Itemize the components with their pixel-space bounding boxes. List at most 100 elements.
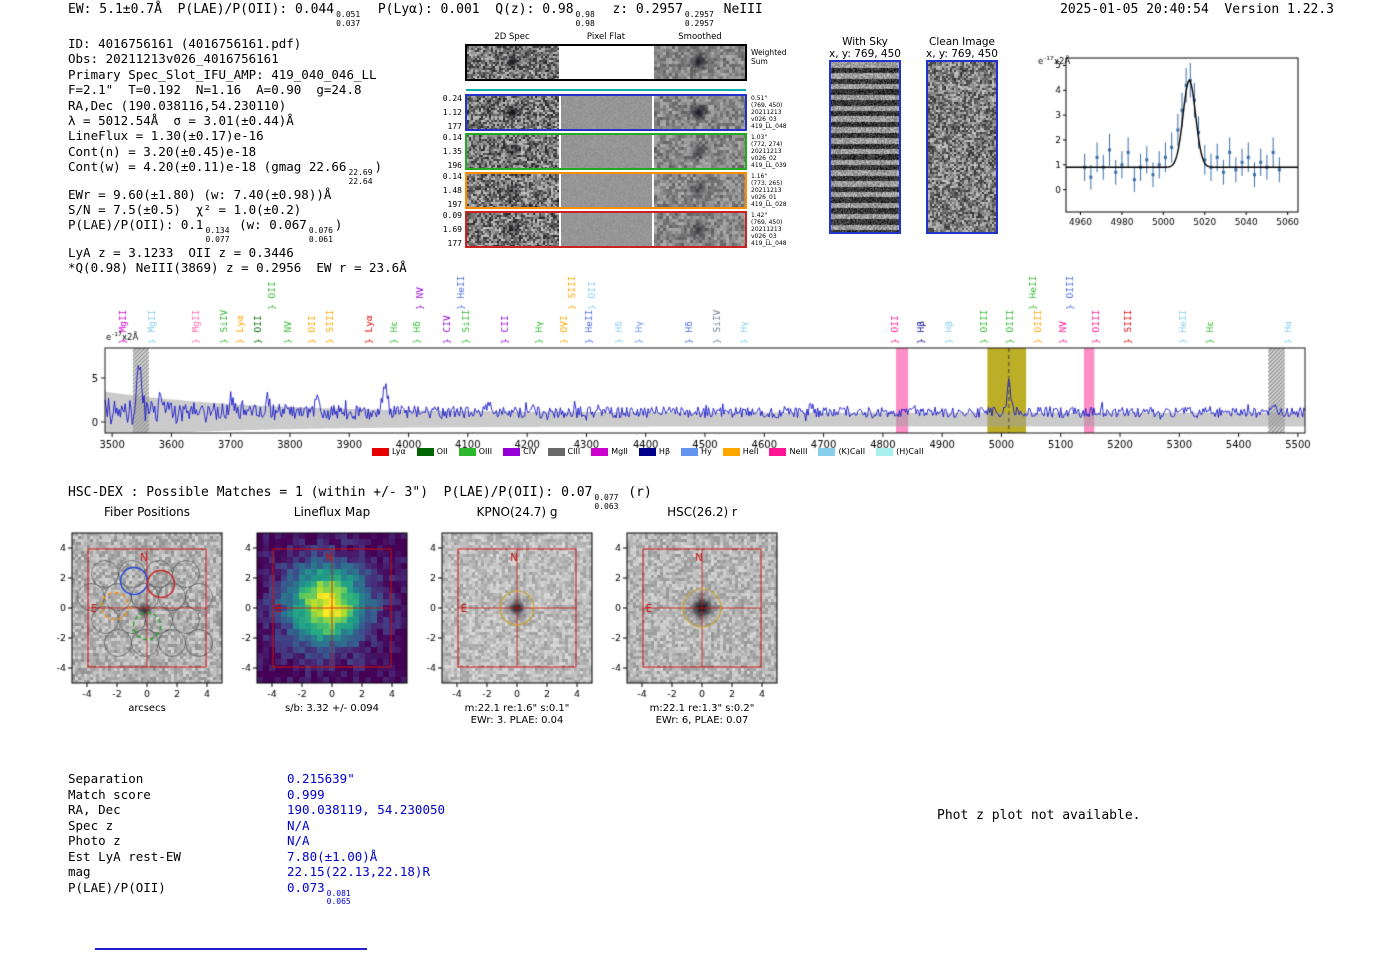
fiber-detail-label: 1.16" (773, 265) 20211213 v026_01 419_LL_028 (751, 173, 787, 208)
match-label: Photo z (68, 833, 121, 848)
spec2d-row: 0.24 1.12 177 0.51" (769, 450) 20211213 v026_0… (441, 94, 803, 131)
clean-image-cutout (926, 60, 998, 234)
twod-spec-image (467, 213, 559, 246)
text-run: S/N = 7.5(±0.5) χ² = 1.0(±0.2) (68, 201, 302, 217)
pixel-flat-image (561, 135, 652, 168)
pixel-flat-image (561, 96, 652, 129)
info-line: LineFlux = 1.30(±0.17)e-16 (68, 128, 407, 143)
text-run: 7.80(±1.00)Å (287, 848, 378, 864)
match-row: RA, Dec 190.038119, 54.230050 (68, 802, 445, 818)
spectrum-legend: Lyα OII OIII CIV CIII MgII Hβ Hy HeII NeIII (K)CaI… (372, 447, 924, 456)
legend-item: HeII (722, 447, 758, 456)
fiber-xlabel: arcsecs (128, 703, 166, 714)
spec2d-image-strip (465, 172, 747, 209)
match-label: P(LAE)/P(OII) (68, 879, 166, 895)
legend-label: NeIII (789, 447, 808, 456)
legend-label: (K)CaII (838, 447, 866, 456)
legend-swatch (769, 447, 787, 456)
twod-spec-image (467, 46, 559, 79)
twod-spec-image (467, 96, 559, 129)
legend-item: MgII (591, 447, 628, 456)
info-line: Obs: 20211213v026_4016756161 (68, 51, 407, 66)
match-value: 190.038119, 54.230050 (287, 802, 445, 818)
fiber-positions-cutout (40, 521, 230, 703)
match-label: Est LyA rest-EW (68, 848, 181, 864)
stacked-uncertainty: 0.051 0.037 (336, 10, 361, 28)
amp-scale-labels: 0.14 1.35 196 (442, 133, 462, 170)
legend-label: CIII (567, 447, 581, 456)
hsc-caption2: EWr: 6, PLAE: 0.07 (655, 715, 749, 726)
hsc-r-cutout (595, 521, 785, 703)
lineflux-map-title: Lineflux Map (293, 505, 371, 519)
match-label: mag (68, 864, 91, 879)
info-line: EWr = 9.60(±1.80) (w: 7.40(±0.98))Å (68, 187, 407, 202)
col-header-2dspec: 2D Spec (494, 32, 530, 42)
catalog-match-table: Separation 0.215639" Match score 0.999 RA, D… (68, 771, 445, 907)
stacked-uncertainty: 0.076 0.061 (308, 226, 333, 244)
fiber-detail-label: 1.42" (769, 450) 20211213 v026_03 419_LL_048 (751, 212, 787, 247)
text-run: 190.038119, 54.230050 (287, 802, 446, 817)
legend-label: Hβ (658, 447, 671, 456)
twod-spec-image (467, 135, 559, 168)
stacked-uncertainty: 0.081 0.065 (326, 888, 351, 907)
text-run: z: 0.2957 (596, 2, 683, 17)
text-run: LineFlux = 1.30(±0.17)e-16 (68, 128, 264, 144)
spec2d-image-strip (465, 44, 747, 81)
text-run: Cont(n) = 3.20(±0.45)e-18 (68, 143, 257, 159)
text-run: NeIII (715, 2, 763, 17)
legend-label: Hy (701, 447, 712, 456)
legend-item: CIII (547, 447, 581, 456)
hsc-r-panel: HSC(26.2) r m:22.1 re:1.3" s:0.2" EWr: 6… (595, 505, 785, 727)
match-label: Separation (68, 771, 144, 786)
stacked-uncertainty: 0.2957 0.2957 (684, 10, 714, 28)
legend-swatch (638, 447, 656, 456)
match-row: Separation 0.215639" (68, 771, 445, 787)
text-run: 0.999 (287, 786, 325, 802)
clean-image-title: Clean Image x, y: 769, 450 (920, 36, 1004, 60)
smoothed-image (654, 46, 745, 79)
info-line: Cont(w) = 4.20(±0.11)e-18 (gmag 22.66 22.… (68, 159, 407, 186)
text-run: 0.215639" (287, 771, 355, 786)
legend-item: Lyα (372, 447, 406, 456)
info-line: Primary Spec_Slot_IFU_AMP: 419_040_046_L… (68, 67, 407, 82)
text-run: P(Lyα): 0.001 Q(z): 0.98 (362, 2, 574, 17)
text-run: HSC-DEX : Possible Matches = 1 (within +… (68, 485, 593, 500)
text-run: EWr = 9.60(±1.80) (w: 7.40(±0.98))Å (68, 186, 332, 202)
spec2d-row: 0.14 1.35 196 1.03" (772, 274) 20211213 v026_0… (441, 133, 803, 170)
smoothed-image (654, 96, 745, 129)
legend-swatch (681, 447, 699, 456)
legend-label: (H)CaII (896, 447, 924, 456)
spec2d-row: Weighted Sum (441, 44, 803, 81)
text-run: F=2.1" T=0.192 N=1.16 A=0.90 g=24.8 (68, 82, 362, 98)
legend-swatch (547, 447, 565, 456)
lineflux-map-panel: Lineflux Map s/b: 3.32 +/- 0.094 (225, 505, 415, 715)
smoothed-image (654, 174, 745, 207)
text-run: ) (334, 217, 343, 233)
match-row: P(LAE)/P(OII) 0.073 0.081 0.065 (68, 880, 445, 907)
spec2d-row: 0.09 1.69 177 1.42" (769, 450) 20211213 v026_0… (441, 211, 803, 248)
detection-info-block: ID: 4016756161 (4016756161.pdf) Obs: 2021… (68, 36, 407, 275)
with-sky-image (831, 62, 899, 232)
match-value: 0.073 0.081 0.065 (287, 880, 353, 907)
fiber-detail-label: 1.03" (772, 274) 20211213 v026_02 419_LL_039 (751, 134, 787, 169)
legend-label: Lyα (392, 447, 406, 456)
clean-image-title-text: Clean Image (928, 36, 996, 48)
pixel-flat-image (561, 174, 652, 207)
timestamp-version: 2025-01-05 20:40:54 Version 1.22.3 (1060, 2, 1334, 17)
legend-swatch (876, 447, 894, 456)
kpno-caption1: m:22.1 re:1.6" s:0.1" (464, 703, 570, 714)
amp-scale-labels: 0.09 1.69 177 (442, 211, 462, 248)
legend-label: MgII (611, 447, 628, 456)
col-header-pixelflat: Pixel Flat (586, 32, 626, 42)
fiber-detail-label: 0.51" (769, 450) 20211213 v026_03 419_LL_048 (751, 95, 787, 130)
legend-label: OIII (478, 447, 493, 456)
clean-image (928, 62, 996, 232)
amp-scale-labels: 0.14 1.48 197 (442, 172, 462, 209)
clean-image-coords: x, y: 769, 450 (926, 48, 998, 60)
legend-swatch (503, 447, 521, 456)
hsc-r-title: HSC(26.2) r (667, 505, 737, 519)
lineflux-caption: s/b: 3.32 +/- 0.094 (284, 703, 380, 714)
text-run: 0.073 (287, 879, 325, 895)
with-sky-title: With Sky x, y: 769, 450 (823, 36, 907, 60)
spec2d-image-strip (465, 133, 747, 170)
